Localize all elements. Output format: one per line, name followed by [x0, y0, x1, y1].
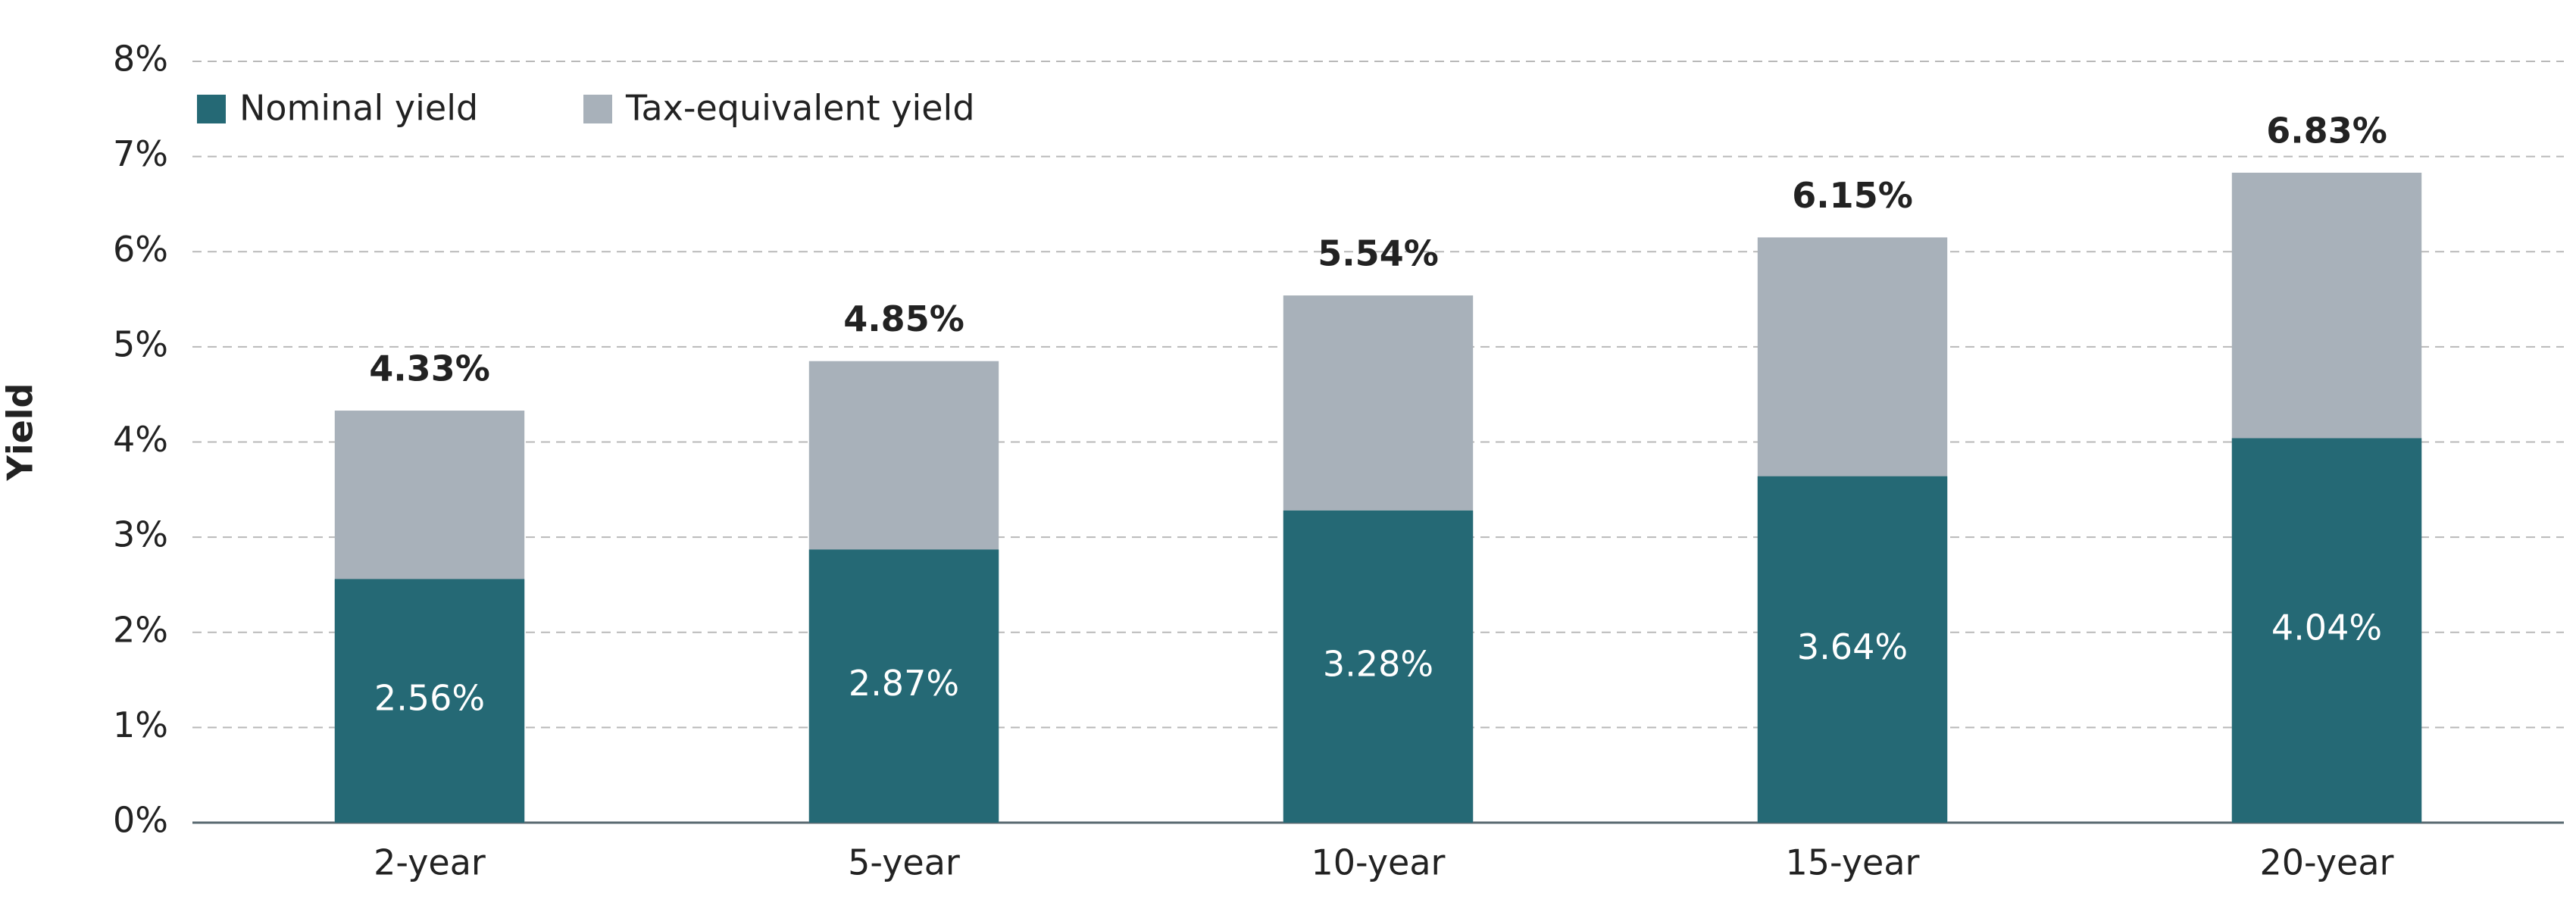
value-label: 4.85%: [843, 298, 964, 339]
legend-swatch: [583, 95, 612, 123]
x-tick-label: 20-year: [2260, 842, 2394, 883]
bar: [334, 579, 525, 823]
value-label: 2.56%: [374, 678, 485, 719]
x-tick-label: 15-year: [1786, 842, 1920, 883]
y-tick-label: 8%: [113, 39, 168, 80]
legend-label: Nominal yield: [239, 88, 478, 129]
y-tick-label: 7%: [113, 133, 168, 174]
y-tick-label: 5%: [113, 323, 168, 364]
x-tick-label: 10-year: [1311, 842, 1446, 883]
y-tick-label: 0%: [113, 800, 168, 841]
legend-swatch: [197, 95, 226, 123]
bar: [1757, 476, 1948, 823]
value-label: 2.87%: [849, 663, 959, 704]
value-label: 4.33%: [369, 348, 490, 389]
y-tick-label: 2%: [113, 609, 168, 650]
value-label: 6.15%: [1792, 175, 1913, 216]
y-tick-label: 4%: [113, 419, 168, 460]
bar: [808, 549, 999, 823]
value-label: 3.64%: [1797, 626, 1908, 667]
x-tick-label: 5-year: [848, 842, 960, 883]
value-label: 5.54%: [1318, 233, 1439, 274]
value-label: 3.28%: [1323, 643, 1433, 684]
bar: [1283, 510, 1474, 823]
legend-label: Tax-equivalent yield: [625, 88, 975, 129]
value-label: 6.83%: [2266, 110, 2387, 151]
y-tick-label: 6%: [113, 229, 168, 270]
value-label: 4.04%: [2271, 608, 2382, 648]
y-tick-label: 3%: [113, 514, 168, 555]
y-tick-label: 1%: [113, 704, 168, 745]
y-axis-label: Yield: [0, 383, 41, 482]
bar: [2231, 438, 2422, 823]
x-tick-label: 2-year: [374, 842, 486, 883]
